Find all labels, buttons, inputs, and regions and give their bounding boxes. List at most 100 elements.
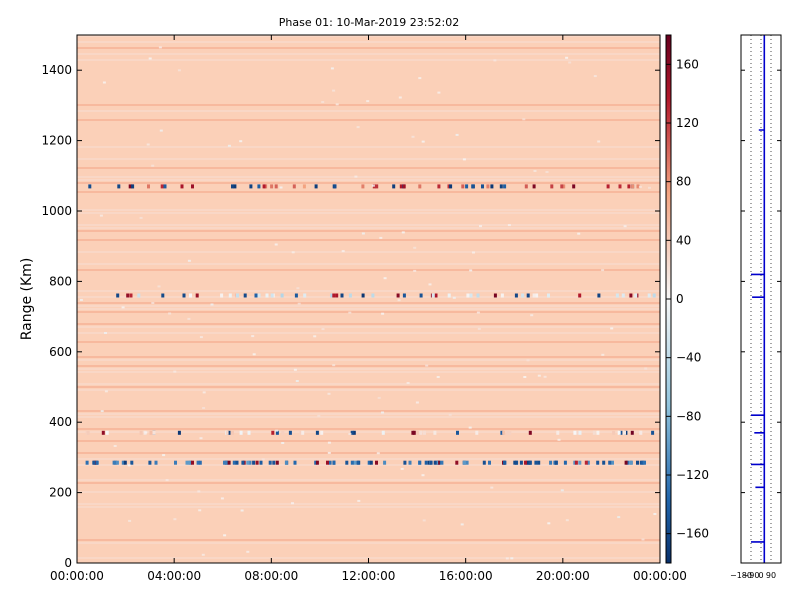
heatmap-stripe [77, 365, 660, 367]
heatmap-cell [299, 430, 303, 435]
heatmap-cell [612, 430, 616, 435]
heatmap-stripe [77, 239, 660, 241]
heatmap-cell [619, 430, 623, 435]
heatmap-panel: 0 200 400 600 800 1000 1200 1400 00:00:00 04:00:… [19, 34, 687, 583]
heatmap-cell [376, 452, 380, 455]
heatmap-cell [239, 430, 243, 435]
profile-frame [740, 34, 782, 564]
heatmap-cell [418, 77, 422, 80]
heatmap-cell [618, 184, 622, 189]
heatmap-cell [328, 460, 332, 465]
heatmap-cell [383, 277, 387, 280]
heatmap-cell [252, 353, 256, 356]
heatmap-cell [197, 490, 201, 493]
heatmap-cell [465, 184, 469, 189]
heatmap-cell [251, 335, 255, 338]
x-tick-label: 12:00:00 [342, 569, 396, 583]
heatmap-cell [513, 460, 517, 465]
heatmap-cell [220, 293, 224, 298]
heatmap-cell [617, 516, 621, 519]
heatmap-cell [549, 460, 553, 465]
heatmap-cell [274, 184, 278, 189]
heatmap-cell [472, 251, 475, 254]
heatmap-cell [440, 460, 444, 465]
heatmap-cell [174, 460, 177, 465]
heatmap-stripe [77, 491, 660, 493]
heatmap-cell [534, 460, 538, 465]
profile-x-tick-label: −90 [743, 571, 760, 580]
heatmap-cell [550, 184, 554, 189]
heatmap-cell [447, 184, 451, 189]
heatmap-cell [147, 184, 150, 189]
heatmap-cell [643, 460, 646, 465]
heatmap-cell [321, 328, 325, 331]
heatmap-cell [468, 426, 472, 429]
heatmap-cell [437, 91, 441, 94]
y-tick-label: 600 [49, 345, 72, 359]
heatmap-cell [189, 293, 192, 298]
heatmap-stripe [77, 464, 660, 466]
heatmap-cell [112, 460, 116, 465]
heatmap-cell [490, 184, 494, 189]
heatmap-cell [381, 312, 385, 315]
heatmap-cell [465, 460, 469, 465]
heatmap-cell [466, 293, 470, 298]
heatmap-cell [651, 430, 655, 435]
profile-x-axis: −180−90 0 90 [730, 571, 776, 580]
heatmap-stripe [77, 305, 660, 307]
heatmap-stripe [77, 458, 660, 460]
heatmap-cell [462, 460, 466, 465]
heatmap-cell [597, 293, 601, 298]
heatmap-stripe [77, 386, 660, 388]
heatmap-cell [333, 184, 337, 189]
heatmap-cell [639, 460, 643, 465]
heatmap-stripe [77, 158, 660, 160]
heatmap-cell [528, 430, 532, 435]
heatmap-cell [313, 335, 317, 338]
heatmap-cell [326, 460, 329, 465]
heatmap-cell [350, 460, 354, 465]
heatmap-cell [565, 519, 569, 522]
heatmap-cell [568, 61, 572, 64]
heatmap-cell [596, 460, 600, 465]
heatmap-cell [545, 171, 549, 173]
heatmap-cell [233, 184, 237, 189]
heatmap-cell [88, 184, 92, 189]
heatmap-cell [508, 430, 512, 435]
heatmap-cell [402, 184, 406, 189]
heatmap-cell [281, 442, 285, 444]
heatmap-cell [631, 184, 635, 189]
heatmap-cell [275, 460, 279, 465]
heatmap-stripe [77, 212, 660, 214]
heatmap-cell [182, 293, 186, 298]
heatmap-cell [547, 522, 551, 525]
heatmap-cell [139, 430, 143, 435]
heatmap-cell [507, 224, 511, 227]
heatmap-stripe [77, 539, 660, 541]
heatmap-cell [475, 430, 479, 435]
heatmap-cell [574, 460, 578, 465]
heatmap-cell [320, 430, 324, 435]
heatmap-cell [128, 519, 132, 522]
heatmap-cell [149, 430, 153, 435]
heatmap-cell [315, 430, 319, 435]
heatmap-cell [596, 430, 600, 435]
x-tick-label: 00:00:00 [50, 569, 104, 583]
heatmap-cell [636, 460, 639, 465]
heatmap-cell [562, 184, 566, 189]
heatmap-stripe [77, 413, 660, 415]
heatmap-cell [130, 460, 134, 465]
heatmap-cell [262, 184, 266, 189]
heatmap-cell [601, 353, 605, 356]
y-tick-label: 400 [49, 415, 72, 429]
heatmap-cell [524, 184, 528, 189]
heatmap-cell [105, 430, 109, 435]
heatmap-stripe [77, 224, 660, 226]
heatmap-cell [415, 430, 419, 435]
y-tick-label: 200 [49, 486, 72, 500]
heatmap-cell [371, 184, 375, 187]
heatmap-cell [85, 460, 89, 465]
heatmap-cell [641, 538, 645, 541]
heatmap-stripe [77, 176, 660, 178]
profile-x-tick-label: −180 [730, 571, 752, 580]
